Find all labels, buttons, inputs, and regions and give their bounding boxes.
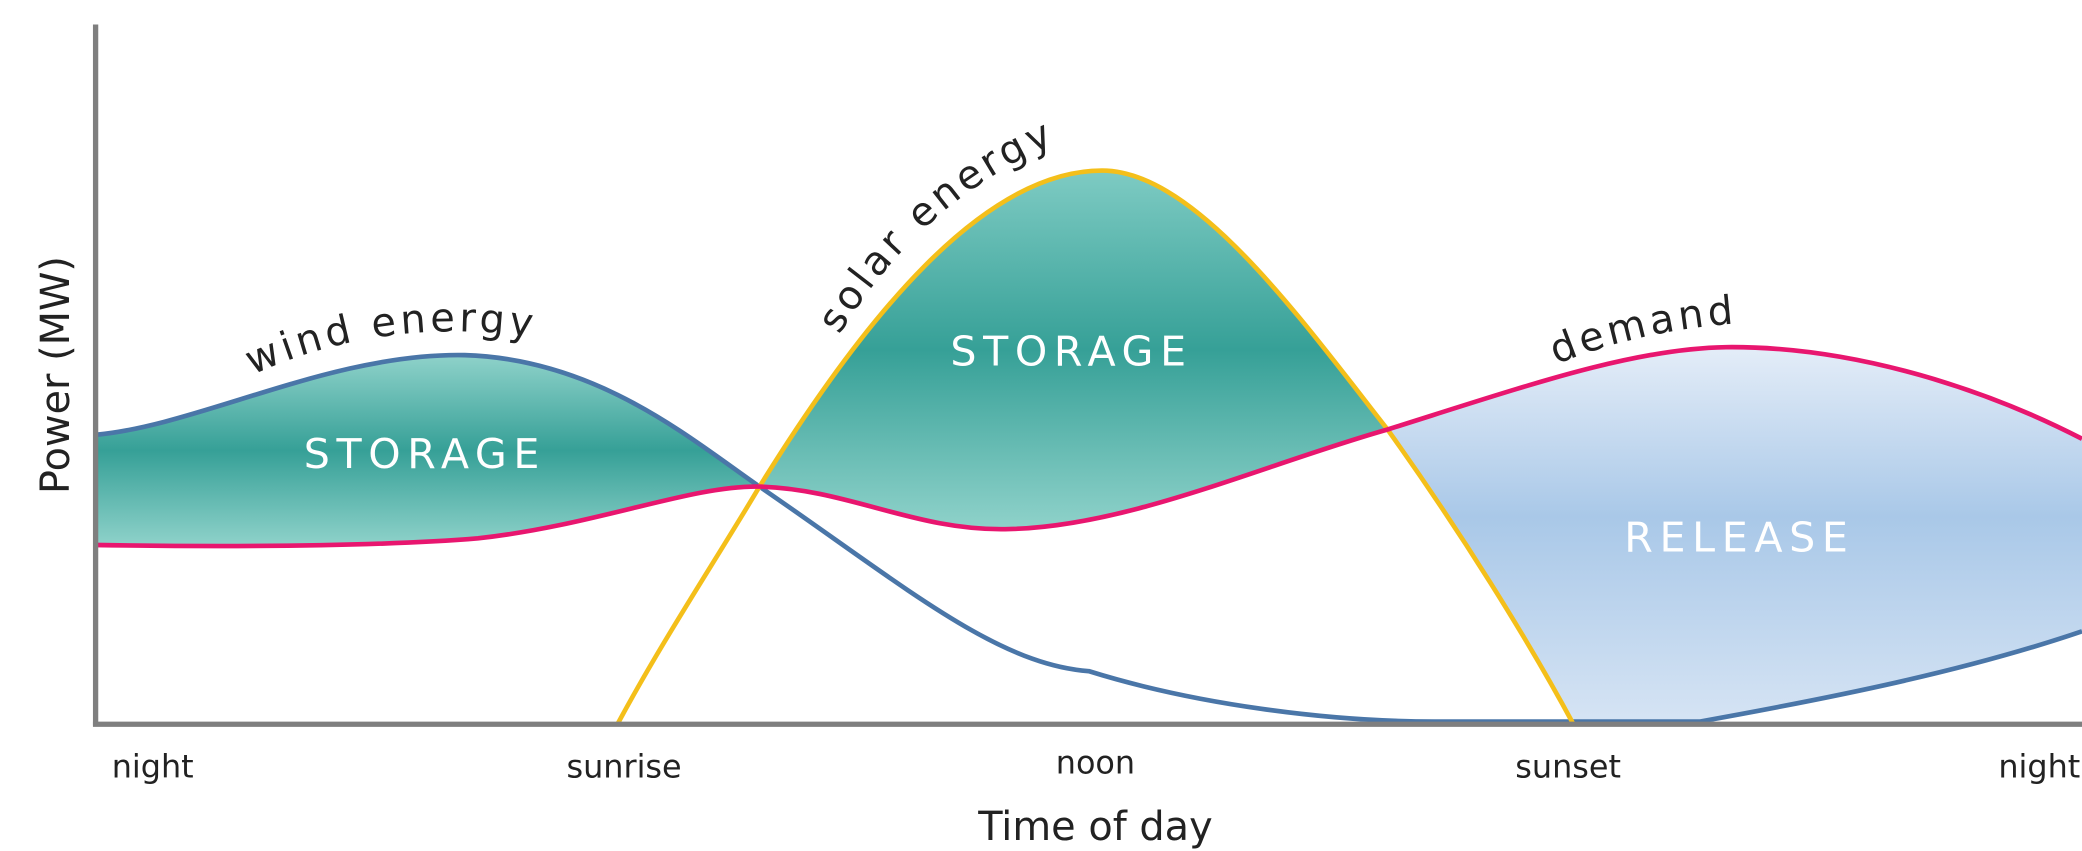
storage-region-solar: [759, 170, 1388, 530]
x-axis-label: Time of day: [977, 804, 1212, 850]
x-tick-label: sunset: [1515, 747, 1621, 785]
x-tick-label: night: [112, 747, 194, 785]
x-tick-label: sunrise: [566, 747, 681, 785]
x-tick-label: noon: [1056, 743, 1135, 781]
region-label: RELEASE: [1624, 514, 1854, 562]
region-label: STORAGE: [950, 328, 1192, 376]
x-tick-label: night: [1998, 747, 2080, 785]
release-region: [1387, 347, 2082, 725]
y-axis-label: Power (MW): [33, 256, 79, 494]
demand-curve: [95, 344, 2082, 549]
storage-region-wind: [95, 355, 760, 547]
wind-curve: [95, 352, 2082, 724]
region-label: STORAGE: [304, 430, 546, 478]
solar-curve: [615, 168, 1576, 726]
